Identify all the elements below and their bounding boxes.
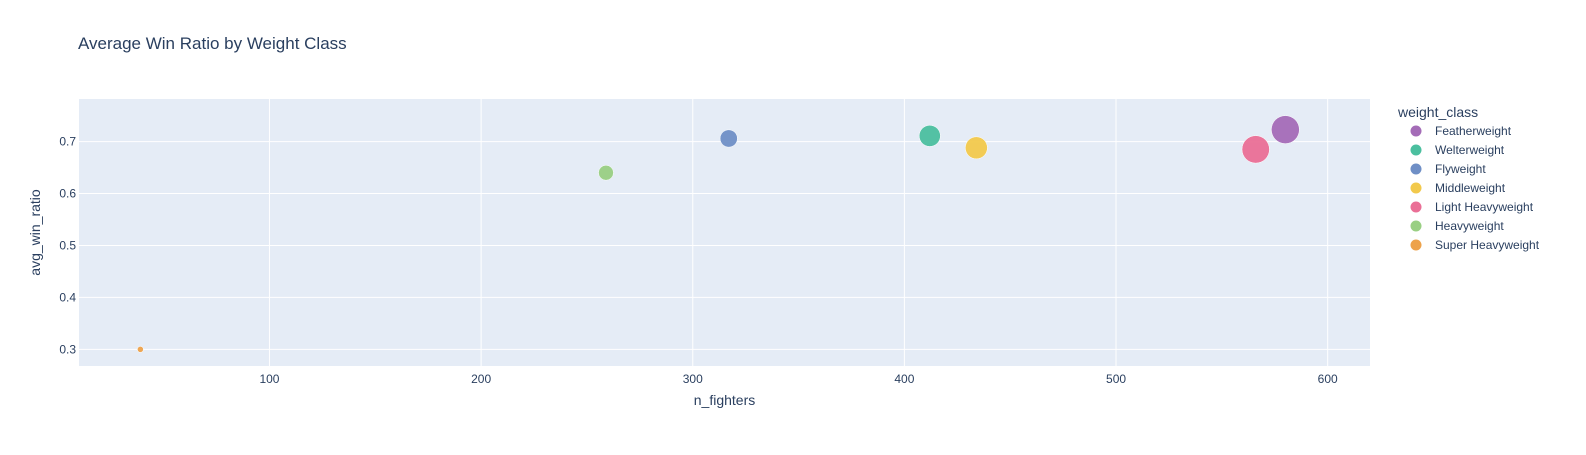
legend-label: Light Heavyweight: [1435, 200, 1534, 214]
legend-marker: [1410, 125, 1422, 137]
x-tick-label: 100: [259, 372, 279, 386]
legend-label: Featherweight: [1435, 124, 1512, 138]
legend-marker: [1410, 163, 1422, 175]
marker-featherweight[interactable]: [1271, 115, 1300, 144]
legend-label: Super Heavyweight: [1435, 238, 1540, 252]
marker-heavyweight[interactable]: [598, 165, 614, 181]
x-tick-label: 200: [471, 372, 491, 386]
tick-labels: 100 200 300 400 500 600 0.3 0.4 0.5 0.6 0.7: [59, 135, 1338, 386]
legend-marker: [1410, 220, 1422, 232]
legend-item-flyweight[interactable]: Flyweight: [1410, 162, 1487, 176]
y-tick-label: 0.6: [59, 187, 76, 201]
chart-title: Average Win Ratio by Weight Class: [78, 34, 347, 53]
x-tick-label: 500: [1106, 372, 1126, 386]
legend-label: Welterweight: [1435, 143, 1505, 157]
marker-middleweight[interactable]: [965, 136, 988, 160]
x-tick-label: 600: [1318, 372, 1338, 386]
legend-item-heavyweight[interactable]: Heavyweight: [1410, 219, 1505, 233]
y-tick-label: 0.3: [59, 342, 76, 356]
marker-flyweight[interactable]: [719, 129, 738, 148]
y-tick-label: 0.4: [59, 290, 76, 304]
legend-marker: [1410, 144, 1422, 156]
legend-marker: [1410, 182, 1422, 194]
marker-super-heavyweight[interactable]: [137, 346, 144, 353]
legend-label: Flyweight: [1435, 162, 1486, 176]
legend-marker: [1410, 239, 1422, 251]
data-markers: [137, 115, 1300, 353]
y-tick-label: 0.7: [59, 135, 76, 149]
marker-welterweight[interactable]: [918, 125, 941, 147]
x-axis-title: n_fighters: [694, 392, 755, 408]
legend-label: Heavyweight: [1435, 219, 1504, 233]
y-tick-label: 0.5: [59, 238, 76, 252]
legend-item-middleweight[interactable]: Middleweight: [1410, 181, 1506, 195]
legend-title: weight_class: [1397, 104, 1478, 120]
x-tick-label: 400: [894, 372, 914, 386]
x-tick-label: 300: [683, 372, 703, 386]
marker-light-heavyweight[interactable]: [1241, 135, 1270, 164]
legend-item-featherweight[interactable]: Featherweight: [1410, 124, 1512, 138]
legend-label: Middleweight: [1435, 181, 1506, 195]
legend: weight_class Featherweight Welterweight Fl…: [1397, 104, 1540, 252]
legend-item-light-heavyweight[interactable]: Light Heavyweight: [1410, 200, 1534, 214]
legend-item-super-heavyweight[interactable]: Super Heavyweight: [1410, 238, 1540, 252]
y-axis-title: avg_win_ratio: [27, 189, 43, 276]
legend-items: Featherweight Welterweight Flyweight Middle…: [1410, 124, 1540, 252]
legend-marker: [1410, 201, 1422, 213]
legend-item-welterweight[interactable]: Welterweight: [1410, 143, 1505, 157]
